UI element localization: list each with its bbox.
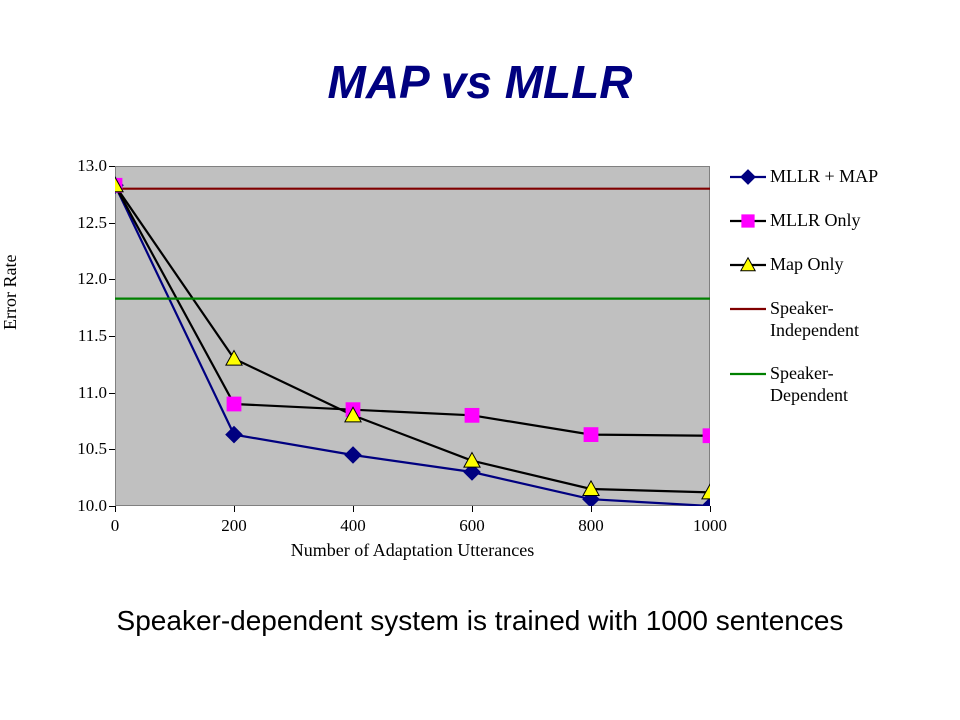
y-tick-label: 11.5 xyxy=(47,326,107,346)
legend-swatch xyxy=(730,254,766,276)
slide: MAP vs MLLR Error Rate Number of Adaptat… xyxy=(0,0,960,720)
x-tick-label: 800 xyxy=(578,516,604,536)
legend-item: MLLR + MAP xyxy=(730,166,915,188)
legend-label: MLLR + MAP xyxy=(770,166,878,188)
legend-swatch xyxy=(730,166,766,188)
y-tick-label: 11.0 xyxy=(47,383,107,403)
y-tick-label: 12.0 xyxy=(47,269,107,289)
legend-label: MLLR Only xyxy=(770,210,861,232)
y-tick-label: 10.5 xyxy=(47,439,107,459)
slide-caption: Speaker-dependent system is trained with… xyxy=(0,605,960,637)
x-tick-label: 600 xyxy=(459,516,485,536)
legend-label: Map Only xyxy=(770,254,844,276)
y-tick-label: 12.5 xyxy=(47,213,107,233)
x-axis-label: Number of Adaptation Utterances xyxy=(115,540,710,561)
legend-item: MLLR Only xyxy=(730,210,915,232)
legend-item: Map Only xyxy=(730,254,915,276)
legend-swatch xyxy=(730,363,766,385)
slide-title: MAP vs MLLR xyxy=(0,55,960,109)
chart: Error Rate Number of Adaptation Utteranc… xyxy=(40,160,920,570)
legend-swatch xyxy=(730,298,766,320)
legend-item: Speaker-Dependent xyxy=(730,363,915,406)
chart-svg xyxy=(115,166,710,506)
x-tick-label: 1000 xyxy=(693,516,727,536)
y-axis-label: Error Rate xyxy=(0,255,21,330)
y-tick-label: 13.0 xyxy=(47,156,107,176)
legend-label: Speaker-Independent xyxy=(770,298,859,341)
legend-label: Speaker-Dependent xyxy=(770,363,848,406)
chart-legend: MLLR + MAP MLLR Only Map Only Speaker-Indep… xyxy=(730,166,915,428)
y-tick-label: 10.0 xyxy=(47,496,107,516)
legend-item: Speaker-Independent xyxy=(730,298,915,341)
legend-swatch xyxy=(730,210,766,232)
x-tick-label: 200 xyxy=(221,516,247,536)
x-tick-label: 0 xyxy=(111,516,120,536)
x-tick-label: 400 xyxy=(340,516,366,536)
